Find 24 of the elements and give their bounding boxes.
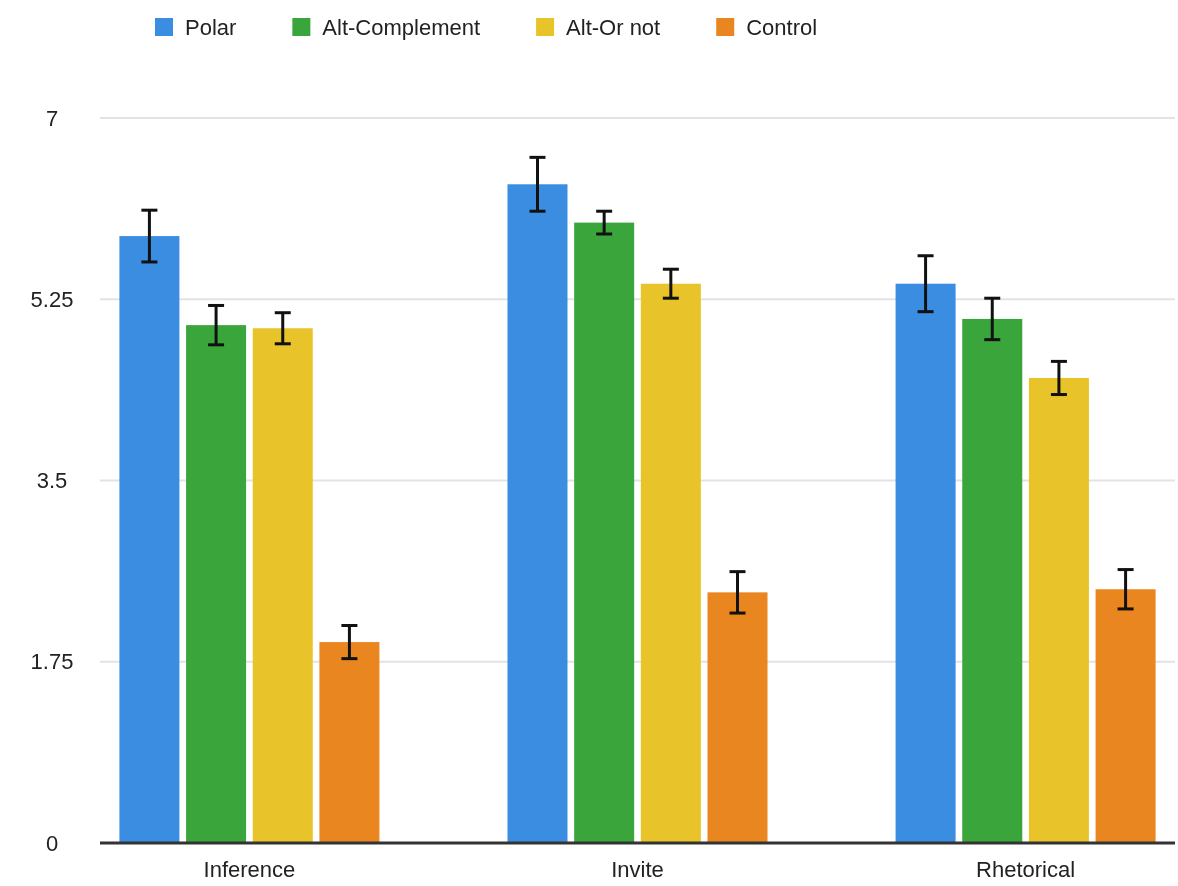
bar [895,283,956,843]
bar [707,592,768,843]
bar [252,328,313,843]
y-tick-label: 5.25 [30,286,74,312]
bar [574,222,635,843]
y-tick-label: 7 [45,105,59,131]
bar [119,236,180,843]
x-tick-label: Invite [611,857,664,882]
bar [507,184,568,843]
bar [1095,589,1156,843]
legend-label: Alt-Or not [566,15,661,40]
y-tick-label: 3.5 [36,468,68,494]
legend-label: Control [746,15,818,40]
legend-label: Polar [185,15,237,40]
y-tick-label: 0 [45,830,59,856]
x-tick-label: Rhetorical [976,857,1076,882]
bar [186,325,247,843]
bar [962,318,1023,843]
bar [319,642,380,843]
bar [640,283,701,843]
bar [1028,377,1089,843]
legend-label: Alt-Complement [322,15,481,40]
y-tick-label: 1.75 [30,649,74,675]
x-tick-label: Inference [203,857,296,882]
